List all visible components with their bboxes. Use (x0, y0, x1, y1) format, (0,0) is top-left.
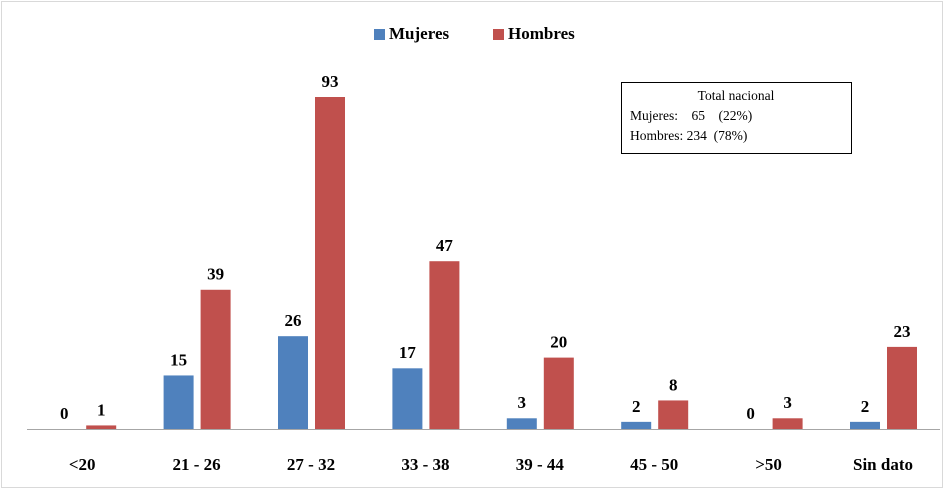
bar (86, 425, 117, 429)
bar (392, 368, 423, 429)
x-tick-label: 27 - 32 (287, 455, 335, 474)
x-tick-label: 33 - 38 (401, 455, 449, 474)
data-label: 20 (550, 333, 567, 352)
data-label: 8 (669, 375, 678, 394)
data-label: 47 (436, 236, 454, 255)
data-label: 17 (399, 343, 417, 362)
data-label: 3 (783, 393, 792, 412)
data-label: 0 (60, 404, 69, 423)
bar (850, 421, 880, 429)
legend-label: Hombres (508, 24, 575, 43)
data-label: 1 (97, 400, 106, 419)
legend-label: Mujeres (389, 24, 449, 43)
data-label: 39 (207, 265, 224, 284)
bar (200, 289, 231, 429)
annotation-title: Total nacional (698, 88, 775, 103)
x-tick-label: >50 (755, 455, 782, 474)
x-tick-label: 39 - 44 (516, 455, 565, 474)
x-tick-label: 45 - 50 (630, 455, 678, 474)
bar (429, 261, 460, 429)
data-label: 2 (861, 397, 870, 416)
data-label: 93 (322, 72, 339, 91)
legend-swatch (493, 29, 504, 40)
x-tick-label: 21 - 26 (173, 455, 221, 474)
data-label: 3 (518, 393, 527, 412)
annotation-line: Mujeres: 65 (22%) (630, 108, 752, 123)
x-tick-label: Sin dato (853, 455, 913, 474)
annotation-line: Hombres: 234 (78%) (630, 128, 747, 143)
bar (506, 418, 537, 429)
data-label: 0 (746, 404, 755, 423)
bar (278, 336, 308, 429)
x-tick-label: <20 (69, 455, 96, 474)
bar (543, 357, 574, 429)
bar (658, 400, 689, 429)
bar (887, 346, 917, 429)
data-label: 23 (894, 322, 911, 341)
bar (772, 418, 803, 429)
data-label: 2 (632, 397, 641, 416)
annotation-box (621, 82, 852, 154)
data-label: 26 (285, 311, 302, 330)
bar (163, 375, 194, 429)
data-label: 15 (170, 350, 187, 369)
bar (621, 421, 652, 429)
legend-swatch (374, 29, 385, 40)
bar (315, 97, 345, 429)
